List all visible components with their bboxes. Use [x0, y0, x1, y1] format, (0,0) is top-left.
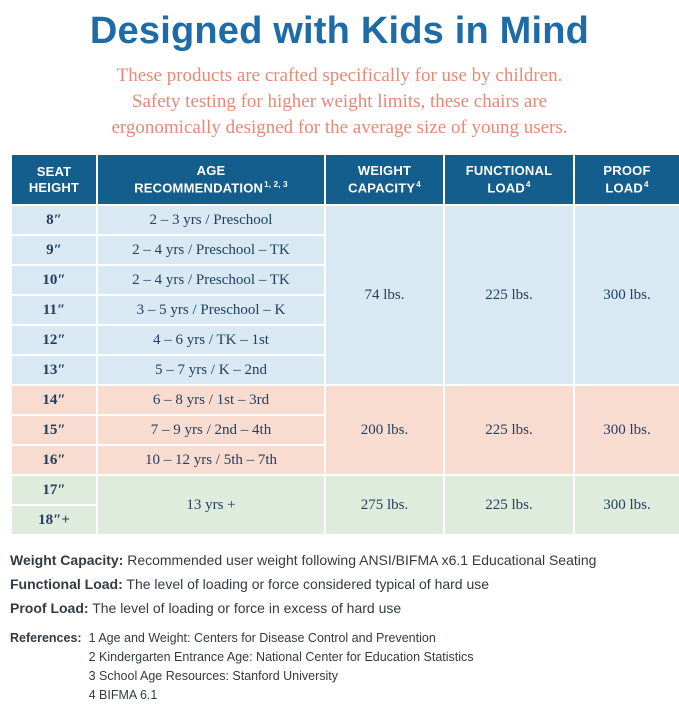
- definition-functional-load: Functional Load: The level of loading or…: [10, 574, 669, 596]
- col-header-label: WEIGHT CAPACITY: [348, 163, 416, 196]
- col-header-label: FUNCTIONAL LOAD: [465, 163, 553, 196]
- table-row: 18″+: [12, 506, 679, 535]
- col-header-age-recommendation: AGE RECOMMENDATION1, 2, 3: [98, 155, 324, 205]
- functional-load-cell: 225 lbs.: [445, 476, 573, 535]
- references-label: References:: [10, 631, 82, 646]
- age-cell: 6 – 8 yrs / 1st – 3rd: [98, 386, 324, 415]
- table-row: 8″ 2 – 3 yrs / Preschool 74 lbs. 225 lbs…: [12, 206, 679, 385]
- age-cell: 2 – 4 yrs / Preschool – TK: [98, 266, 324, 295]
- reference-item: 2 Kindergarten Entrance Age: National Ce…: [88, 650, 474, 665]
- functional-load-cell: 225 lbs.: [445, 206, 573, 385]
- kids-chair-infographic: Designed with Kids in Mind These product…: [10, 10, 679, 702]
- reference-item: 3 School Age Resources: Stanford Univers…: [88, 668, 339, 683]
- weight-capacity-cell: 74 lbs.: [326, 206, 443, 385]
- col-header-weight-capacity: WEIGHT CAPACITY4: [326, 155, 443, 205]
- footnote-marker: 4: [416, 179, 421, 189]
- seat-height-cell: 12″: [12, 326, 96, 355]
- definitions: Weight Capacity: Recommended user weight…: [10, 550, 669, 619]
- definition-term: Weight Capacity:: [10, 552, 124, 569]
- reference-item: 4 BIFMA 6.1: [88, 687, 158, 702]
- col-header-seat-height: SEAT HEIGHT: [12, 155, 96, 205]
- table-row: 12″ 4 – 6 yrs / TK – 1st: [12, 326, 679, 355]
- age-cell: 7 – 9 yrs / 2nd – 4th: [98, 416, 324, 445]
- col-header-label: AGE RECOMMENDATION: [134, 163, 264, 196]
- reference-item: 1 Age and Weight: Centers for Disease Co…: [88, 631, 436, 646]
- weight-capacity-cell: 275 lbs.: [326, 476, 443, 535]
- col-header-label: SEAT HEIGHT: [28, 163, 80, 195]
- seat-height-cell: 16″: [12, 446, 96, 475]
- definition-term: Proof Load:: [10, 599, 89, 616]
- table-row: 16″ 10 – 12 yrs / 5th – 7th: [12, 446, 679, 475]
- age-cell: 2 – 3 yrs / Preschool: [98, 206, 324, 235]
- table-row: 10″ 2 – 4 yrs / Preschool – TK: [12, 266, 679, 295]
- definition-proof-load: Proof Load: The level of loading or forc…: [10, 598, 669, 620]
- table-row: 14″ 6 – 8 yrs / 1st – 3rd 200 lbs. 225 l…: [12, 386, 679, 475]
- age-cell: 13 yrs +: [98, 476, 324, 535]
- seat-height-cell: 17″: [12, 476, 96, 505]
- footnote-marker: 1, 2, 3: [264, 179, 288, 189]
- definition-text: The level of loading or force considered…: [126, 576, 490, 592]
- page-title: Designed with Kids in Mind: [89, 10, 590, 52]
- table-row: 17″ 13 yrs + 275 lbs. 225 lbs. 300 lbs.: [12, 476, 679, 535]
- seat-height-cell: 13″: [12, 356, 96, 385]
- age-cell: 4 – 6 yrs / TK – 1st: [98, 326, 324, 355]
- proof-load-cell: 300 lbs.: [575, 476, 679, 535]
- references: References: 1 Age and Weight: Centers fo…: [10, 629, 669, 704]
- table-row: 13″ 5 – 7 yrs / K – 2nd: [12, 356, 679, 385]
- seat-height-cell: 15″: [12, 416, 96, 445]
- definition-text: The level of loading or force in excess …: [92, 599, 402, 616]
- col-header-proof-load: PROOF LOAD4: [575, 155, 679, 205]
- proof-load-cell: 300 lbs.: [575, 386, 679, 475]
- functional-load-cell: 225 lbs.: [445, 386, 573, 475]
- seat-height-cell: 10″: [12, 266, 96, 295]
- seat-height-cell: 14″: [12, 386, 96, 415]
- age-cell: 3 – 5 yrs / Preschool – K: [98, 296, 324, 325]
- table-header-row: SEAT HEIGHT AGE RECOMMENDATION1, 2, 3 WE…: [12, 155, 679, 205]
- table-row: 9″ 2 – 4 yrs / Preschool – TK: [12, 236, 679, 265]
- seat-height-cell: 8″: [12, 206, 96, 235]
- proof-load-cell: 300 lbs.: [575, 206, 679, 385]
- weight-capacity-cell: 200 lbs.: [326, 386, 443, 475]
- footnote-marker: 4: [525, 179, 531, 189]
- definition-text: Recommended user weight following ANSI/B…: [127, 552, 597, 569]
- col-header-functional-load: FUNCTIONAL LOAD4: [445, 155, 573, 205]
- seat-height-cell: 18″+: [12, 506, 96, 535]
- age-cell: 10 – 12 yrs / 5th – 7th: [98, 446, 324, 475]
- seat-height-cell: 9″: [12, 236, 96, 265]
- subtitle: These products are crafted specifically …: [111, 65, 568, 138]
- table-row: 15″ 7 – 9 yrs / 2nd – 4th: [12, 416, 679, 445]
- col-header-label: PROOF LOAD: [603, 163, 651, 196]
- spec-table: SEAT HEIGHT AGE RECOMMENDATION1, 2, 3 WE…: [10, 153, 679, 536]
- seat-height-cell: 11″: [12, 296, 96, 325]
- age-cell: 2 – 4 yrs / Preschool – TK: [98, 236, 324, 265]
- definition-weight-capacity: Weight Capacity: Recommended user weight…: [10, 550, 669, 572]
- age-cell: 5 – 7 yrs / K – 2nd: [98, 356, 324, 385]
- definition-term: Functional Load:: [10, 576, 123, 592]
- references-list: 1 Age and Weight: Centers for Disease Co…: [89, 629, 474, 704]
- footnote-marker: 4: [643, 179, 649, 189]
- table-row: 11″ 3 – 5 yrs / Preschool – K: [12, 296, 679, 325]
